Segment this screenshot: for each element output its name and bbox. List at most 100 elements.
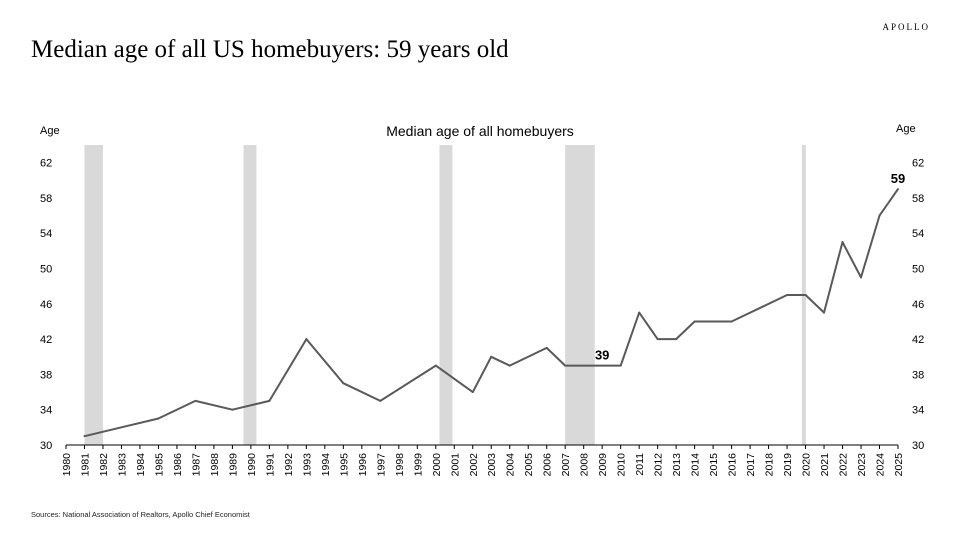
x-tick-label: 2010	[616, 453, 628, 477]
data-labels: 39 59	[595, 171, 905, 362]
series-line-0	[84, 188, 899, 438]
x-tick-label: 2001	[449, 453, 461, 477]
x-tick-label: 2002	[468, 453, 480, 477]
x-tick-label: 2007	[560, 453, 572, 477]
recession-band-0	[84, 145, 103, 445]
x-tick-label: 2013	[671, 453, 683, 477]
x-tick-label: 2016	[727, 453, 739, 477]
data-point	[268, 399, 271, 402]
y-tick-label-left: 34	[40, 405, 52, 417]
x-tick-label: 1985	[153, 453, 165, 477]
y-tick-label-left: 50	[40, 264, 52, 276]
recession-bands	[84, 145, 806, 445]
data-point	[656, 338, 659, 341]
page-title: Median age of all US homebuyers: 59 year…	[31, 36, 509, 63]
data-point	[878, 214, 881, 217]
x-tick-label: 1986	[172, 453, 184, 477]
x-tick-label: 1982	[98, 453, 110, 477]
data-point	[841, 241, 844, 244]
x-tick-label: 1981	[79, 453, 91, 477]
y-tick-label-left: 54	[40, 228, 52, 240]
brand-logo: APOLLO	[882, 22, 930, 32]
recession-band-3	[565, 145, 595, 445]
data-label-0: 39	[595, 348, 609, 363]
y-tick-label-right: 58	[912, 193, 924, 205]
data-point	[490, 355, 493, 358]
x-tick-label: 1999	[412, 453, 424, 477]
data-point	[434, 364, 437, 367]
y-tick-label-right: 38	[912, 369, 924, 381]
x-tick-label: 1983	[116, 453, 128, 477]
data-point	[545, 346, 548, 349]
x-tick-label: 1993	[301, 453, 313, 477]
data-label-1: 59	[891, 171, 905, 186]
y-tick-label-right: 50	[912, 264, 924, 276]
x-tick-label: 1980	[61, 453, 73, 477]
y-axis-label-right: Age	[896, 123, 916, 135]
y-tick-label-left: 30	[40, 440, 52, 452]
data-point	[675, 338, 678, 341]
y-tick-label-left: 58	[40, 193, 52, 205]
y-tick-label-right: 62	[912, 158, 924, 170]
x-tick-label: 1994	[320, 453, 332, 477]
source-note: Sources: National Association of Realtor…	[31, 510, 250, 519]
y-tick-label-left: 38	[40, 369, 52, 381]
chart-title: Median age of all homebuyers	[386, 123, 574, 139]
x-tick-label: 2018	[764, 453, 776, 477]
x-tick-label: 1991	[264, 453, 276, 477]
y-tick-label-left: 42	[40, 334, 52, 346]
x-tick-label: 2025	[893, 453, 905, 477]
y-tick-label-left: 62	[40, 158, 52, 170]
x-tick-label: 2009	[597, 453, 609, 477]
recession-band-2	[439, 145, 453, 445]
x-tick-label: 2011	[634, 453, 646, 476]
x-tick-label: 1989	[227, 453, 239, 477]
x-tick-label: 1996	[357, 453, 369, 477]
x-tick-label: 2021	[819, 453, 831, 477]
y-tick-label-right: 54	[912, 228, 924, 240]
data-point	[693, 320, 696, 323]
data-point	[157, 417, 160, 420]
data-point	[564, 364, 567, 367]
data-point	[823, 311, 826, 314]
y-tick-label-left: 46	[40, 299, 52, 311]
x-tick-label: 1992	[283, 453, 295, 477]
data-point	[897, 188, 899, 191]
x-tick-label: 2019	[782, 453, 794, 477]
x-tick-label: 1995	[338, 453, 350, 477]
y-tick-label-right: 46	[912, 299, 924, 311]
x-tick-label: 1997	[375, 453, 387, 477]
x-tick-label: 2024	[875, 453, 887, 477]
x-tick-label: 2003	[486, 453, 498, 477]
data-point	[305, 338, 308, 341]
data-point	[83, 435, 86, 438]
x-tick-label: 2015	[708, 453, 720, 477]
data-point	[471, 391, 474, 394]
x-tick-label: 2005	[523, 453, 535, 477]
data-point	[860, 276, 863, 279]
x-tick-label: 2004	[505, 453, 517, 477]
data-point	[231, 408, 234, 411]
x-tick-label: 1998	[394, 453, 406, 477]
x-tick-label: 2012	[653, 453, 665, 477]
data-point	[804, 294, 807, 296]
series-lines	[83, 188, 899, 438]
x-tick-label: 2017	[745, 453, 757, 477]
x-tick-label: 1984	[135, 453, 147, 477]
x-tick-label: 2023	[856, 453, 868, 477]
x-tick-label: 2014	[690, 453, 702, 477]
y-tick-label-right: 42	[912, 334, 924, 346]
data-point	[730, 320, 733, 323]
x-tick-label: 2008	[579, 453, 591, 477]
data-point	[508, 364, 511, 367]
axes: 30 30 34 34 38 38 42 42 46 46 50 50 54 54 58 58 62 62 1980…	[40, 158, 924, 477]
y-tick-label-right: 30	[912, 440, 924, 452]
x-tick-label: 1987	[190, 453, 202, 477]
data-point	[786, 294, 789, 296]
x-tick-label: 1988	[209, 453, 221, 477]
x-tick-label: 2022	[838, 453, 850, 477]
x-tick-label: 2000	[431, 453, 443, 477]
y-axis-label-left: Age	[40, 125, 60, 137]
x-tick-label: 1990	[246, 453, 258, 477]
x-tick-label: 2006	[542, 453, 554, 477]
